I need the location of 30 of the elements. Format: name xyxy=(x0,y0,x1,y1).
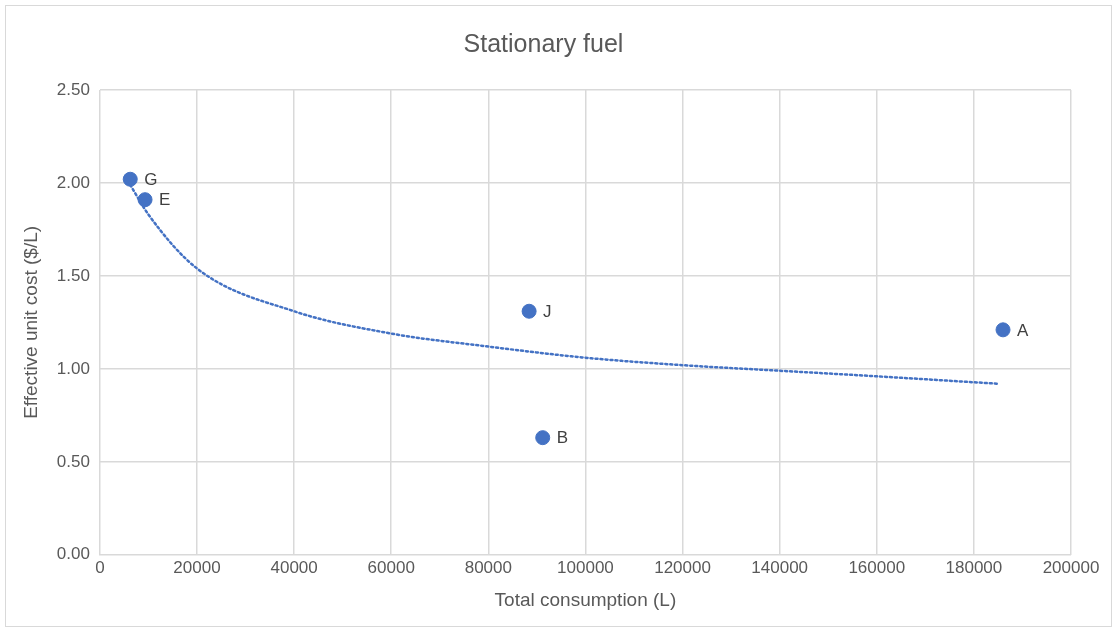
y-axis-title: Effective unit cost ($/L) xyxy=(19,225,41,419)
x-tick-label: 120000 xyxy=(654,557,711,577)
annotation: G xyxy=(144,169,158,189)
point xyxy=(137,192,153,208)
chart-title: Stationary fuel xyxy=(463,28,624,57)
x-tick-label: 0 xyxy=(95,557,105,577)
point xyxy=(535,430,551,446)
annotation: E xyxy=(159,190,171,210)
x-axis-title: Total consumption (L) xyxy=(494,588,677,610)
x-tick-label: 140000 xyxy=(751,557,809,577)
x-tick-label: 160000 xyxy=(848,557,906,577)
point xyxy=(995,322,1011,338)
x-tick-label: 40000 xyxy=(270,557,318,577)
y-tick-label: 0.50 xyxy=(56,451,90,471)
annotation: J xyxy=(543,301,552,321)
annotation: B xyxy=(556,428,569,448)
x-tick-label: 20000 xyxy=(173,557,221,577)
y-tick-label: 1.00 xyxy=(56,358,90,378)
x-tick-label: 200000 xyxy=(1042,557,1100,577)
x-tick-label: 180000 xyxy=(945,557,1003,577)
point xyxy=(521,303,537,319)
x-tick-label: 60000 xyxy=(367,557,415,577)
annotation: A xyxy=(1017,320,1030,340)
y-tick-label: 2.00 xyxy=(56,172,90,192)
x-tick-label: 100000 xyxy=(557,557,614,577)
y-tick-label: 0.00 xyxy=(56,544,90,564)
point xyxy=(122,171,138,187)
x-tick-label: 80000 xyxy=(464,557,512,577)
y-tick-label: 2.50 xyxy=(56,79,90,99)
y-tick-label: 1.50 xyxy=(56,265,90,285)
